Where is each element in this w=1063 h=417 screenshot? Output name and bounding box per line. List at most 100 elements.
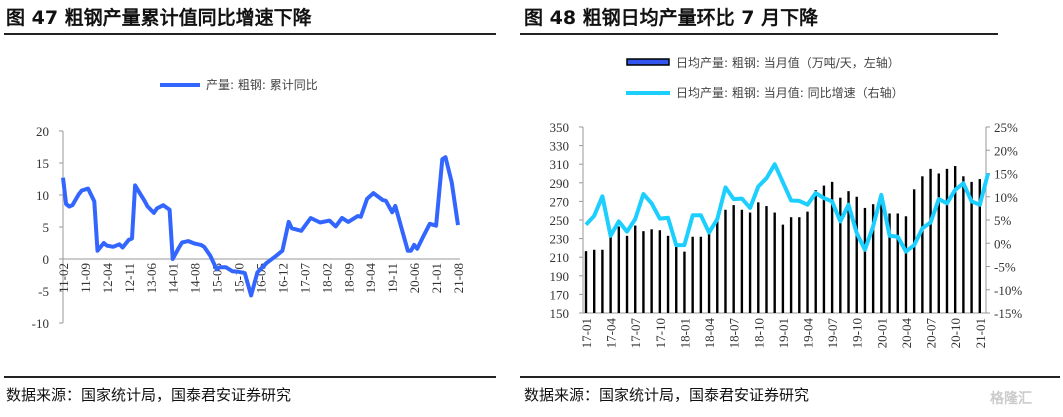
x-tick-label: 19-11 bbox=[385, 263, 400, 293]
x-tick-label: 21-01 bbox=[429, 263, 444, 293]
left-y-tick-label: 150 bbox=[550, 306, 570, 321]
bar-daily-output-19-04 bbox=[806, 211, 809, 313]
bar-daily-output-18-02 bbox=[691, 236, 694, 313]
right-y-tick-label: 20% bbox=[994, 143, 1018, 158]
right-y-tick-label: -10% bbox=[994, 283, 1022, 298]
bar-daily-output-18-01 bbox=[683, 251, 686, 313]
right-y-tick-label: 10% bbox=[994, 190, 1018, 205]
x-tick-label: 18-10 bbox=[751, 318, 766, 348]
bar-daily-output-20-01 bbox=[880, 203, 883, 313]
bar-daily-output-20-07 bbox=[929, 168, 932, 313]
x-tick-label: 11-02 bbox=[56, 263, 71, 293]
left-y-tick-label: 190 bbox=[550, 269, 570, 284]
right-y-tick-label: -15% bbox=[994, 306, 1022, 321]
bar-daily-output-17-12 bbox=[675, 246, 678, 313]
x-tick-label: 21-08 bbox=[451, 263, 466, 293]
chart-title-left: 图 47 粗钢产量累计值同比增速下降 bbox=[6, 7, 312, 29]
right-y-tick-label: -5% bbox=[994, 260, 1016, 275]
bar-daily-output-17-01 bbox=[584, 251, 588, 313]
left-y-tick-label: 350 bbox=[550, 120, 570, 135]
x-tick-label: 17-04 bbox=[604, 318, 619, 349]
bar-daily-output-20-11 bbox=[962, 176, 965, 313]
bar-daily-output-19-08 bbox=[839, 197, 842, 313]
title-divider-left bbox=[4, 33, 496, 35]
x-tick-label: 18-07 bbox=[727, 318, 742, 349]
bar-daily-output-17-03 bbox=[601, 249, 604, 313]
bar-daily-output-20-12 bbox=[970, 181, 973, 313]
bar-daily-output-17-05 bbox=[617, 226, 621, 313]
right-y-tick-label: 25% bbox=[994, 120, 1018, 135]
bar-daily-output-20-04 bbox=[904, 216, 908, 313]
bar-daily-output-17-07 bbox=[634, 225, 637, 313]
bar-daily-output-19-11 bbox=[863, 207, 867, 313]
left-y-tick-label: 310 bbox=[550, 157, 570, 172]
left-y-tick-label: 230 bbox=[550, 232, 570, 247]
x-tick-label: 13-06 bbox=[144, 263, 159, 294]
x-tick-label: 20-07 bbox=[924, 318, 939, 349]
bar-daily-output-18-10 bbox=[757, 202, 760, 313]
y-tick-label: 10 bbox=[36, 188, 49, 203]
left-y-tick-label: 170 bbox=[550, 287, 570, 302]
title-divider-right bbox=[520, 33, 998, 35]
y-tick-label: -10 bbox=[32, 316, 49, 331]
bar-daily-output-18-11 bbox=[765, 206, 768, 313]
bar-daily-output-17-04 bbox=[609, 233, 612, 313]
y-tick-label: 15 bbox=[36, 156, 49, 171]
legend-label-bar: 日均产量: 粗钢: 当月值（万吨/天，左轴） bbox=[676, 55, 900, 70]
bar-daily-output-17-09 bbox=[650, 229, 653, 313]
bar-daily-output-18-07 bbox=[732, 205, 735, 313]
x-tick-label: 19-04 bbox=[801, 318, 816, 349]
source-divider-left bbox=[4, 376, 496, 378]
bar-daily-output-20-03 bbox=[896, 213, 899, 313]
left-y-tick-label: 290 bbox=[550, 176, 570, 191]
right-y-tick-label: 5% bbox=[994, 213, 1012, 228]
left-y-tick-label: 210 bbox=[550, 250, 570, 265]
y-tick-label: 5 bbox=[43, 220, 50, 235]
chart-title-right: 图 48 粗钢日均产量环比 7 月下降 bbox=[524, 7, 819, 29]
bar-daily-output-19-03 bbox=[798, 217, 801, 313]
bar-daily-output-17-06 bbox=[625, 235, 629, 313]
watermark-logo: 格隆汇 bbox=[990, 391, 1032, 407]
bar-daily-output-19-07 bbox=[830, 181, 834, 313]
bar-daily-output-18-08 bbox=[740, 209, 744, 313]
legend-swatch-bar bbox=[626, 58, 670, 66]
x-tick-label: 14-08 bbox=[188, 263, 203, 293]
x-tick-label: 17-10 bbox=[653, 318, 668, 348]
left-y-tick-label: 330 bbox=[550, 139, 570, 154]
bar-daily-output-17-11 bbox=[666, 235, 670, 313]
x-tick-label: 20-04 bbox=[899, 318, 914, 349]
x-tick-label: 19-10 bbox=[850, 318, 865, 348]
x-tick-label: 11-09 bbox=[78, 263, 93, 293]
right-y-tick-label: 0% bbox=[994, 236, 1012, 251]
source-note-right: 数据来源：国家统计局，国泰君安证券研究 bbox=[524, 386, 810, 404]
x-tick-label: 17-07 bbox=[297, 263, 312, 294]
left-y-tick-label: 250 bbox=[550, 213, 570, 228]
x-tick-label: 12-04 bbox=[100, 263, 115, 294]
x-tick-label: 18-04 bbox=[702, 318, 717, 349]
bar-daily-output-19-10 bbox=[855, 196, 858, 313]
y-tick-label: 0 bbox=[43, 252, 50, 267]
bar-daily-output-18-12 bbox=[773, 212, 776, 313]
x-tick-label: 12-11 bbox=[122, 263, 137, 293]
x-tick-label: 20-10 bbox=[948, 318, 963, 348]
bar-daily-output-20-02 bbox=[888, 213, 891, 313]
bar-daily-output-19-12 bbox=[871, 204, 875, 313]
legend-label-line: 日均产量: 粗钢: 当月值: 同比增速（右轴） bbox=[676, 85, 904, 100]
bar-daily-output-18-04 bbox=[707, 228, 711, 313]
x-tick-label: 16-12 bbox=[275, 263, 290, 293]
y-tick-label: -5 bbox=[38, 284, 49, 299]
x-tick-label: 19-01 bbox=[776, 318, 791, 348]
bar-daily-output-19-09 bbox=[847, 191, 850, 313]
bar-daily-output-17-10 bbox=[658, 230, 662, 313]
bar-daily-output-19-02 bbox=[789, 217, 793, 313]
bar-daily-output-18-06 bbox=[724, 209, 727, 313]
bar-daily-output-17-08 bbox=[642, 231, 645, 313]
bar-daily-output-21-01 bbox=[978, 179, 981, 313]
bar-daily-output-18-09 bbox=[748, 212, 752, 313]
y-tick-label: 20 bbox=[36, 124, 49, 139]
x-tick-label: 20-01 bbox=[874, 318, 889, 348]
source-divider-right bbox=[520, 376, 1060, 378]
bar-daily-output-20-10 bbox=[953, 166, 957, 313]
x-tick-label: 19-04 bbox=[363, 263, 378, 294]
left-y-tick-label: 270 bbox=[550, 194, 570, 209]
